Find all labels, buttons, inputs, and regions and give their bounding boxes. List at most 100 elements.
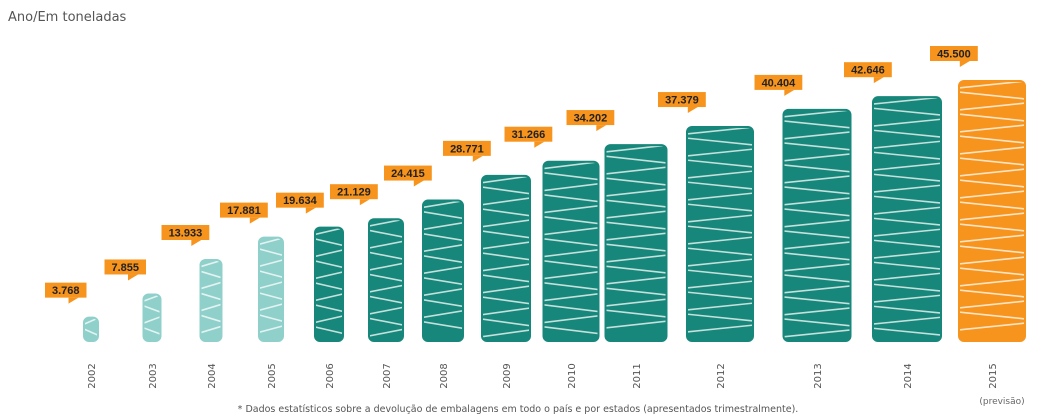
bar-2005-texture (260, 238, 282, 334)
value-label-box (658, 92, 706, 108)
year-labels-group: 2002 2003 2004 2005 2006 2007 2008 2009 2010 2011… (87, 363, 999, 388)
bar-2006 (314, 226, 344, 342)
value-label-text: 37.379 (665, 95, 699, 107)
value-label-text: 45.500 (937, 49, 971, 61)
bar-2010-texture (544, 162, 598, 335)
value-label-2012: 37.379 (658, 92, 706, 114)
bar-2012 (686, 126, 754, 342)
bar-2012-body (686, 126, 754, 342)
value-label-pointer (413, 180, 424, 187)
bar-2007 (368, 218, 404, 342)
value-label-2010: 31.266 (504, 126, 553, 148)
value-label-2002: 3.768 (45, 282, 87, 304)
value-label-text: 34.202 (574, 113, 608, 125)
forecast-note: (previsão) (979, 397, 1024, 407)
bar-2006-body (314, 226, 344, 342)
year-label-2002: 2002 (87, 363, 98, 388)
bar-2011 (604, 144, 668, 342)
value-label-box (104, 259, 146, 275)
value-label-text: 3.768 (52, 285, 80, 297)
value-label-text: 28.771 (450, 143, 484, 155)
value-label-box (504, 126, 553, 142)
bar-2013 (782, 108, 852, 342)
value-label-box (443, 140, 491, 156)
year-label-2003: 2003 (148, 363, 159, 388)
value-label-box (220, 202, 268, 218)
value-label-pointer (359, 199, 370, 206)
value-label-box (930, 46, 978, 61)
bar-2009 (481, 174, 531, 342)
value-label-2013: 40.404 (754, 74, 803, 96)
bar-2014-texture (874, 98, 940, 336)
value-label-2014: 42.646 (844, 62, 892, 84)
year-label-2010: 2010 (567, 363, 578, 388)
value-label-pointer (191, 239, 202, 246)
year-label-2006: 2006 (325, 363, 336, 388)
value-label-2011: 34.202 (566, 110, 615, 132)
bar-2015 (958, 80, 1026, 342)
bar-2009-texture (483, 176, 529, 338)
bar-2010 (542, 160, 600, 342)
value-label-2005: 17.881 (220, 202, 268, 224)
year-label-2012: 2012 (716, 363, 727, 388)
year-label-2014: 2014 (903, 363, 914, 388)
bar-2004 (199, 258, 223, 342)
value-label-text: 24.415 (391, 168, 425, 180)
bar-2004-texture (201, 260, 221, 334)
bar-2002 (83, 316, 99, 342)
value-label-text: 40.404 (762, 77, 797, 89)
bar-2011-texture (606, 146, 666, 329)
value-labels-group: 3.768 7.855 13.933 17.881 19.634 21.129 24.415… (45, 46, 978, 304)
bar-2008-texture (424, 201, 462, 330)
value-label-box (754, 74, 803, 90)
bar-2014 (872, 96, 942, 342)
bar-2013-body (782, 108, 852, 342)
value-label-pointer (534, 141, 545, 148)
bar-2003-texture (144, 295, 160, 336)
value-label-text: 7.855 (111, 262, 139, 274)
value-label-2004: 13.933 (161, 224, 210, 246)
year-label-2008: 2008 (439, 363, 450, 388)
chart-subtitle: Ano/Em toneladas (8, 10, 127, 25)
value-label-box (45, 282, 87, 298)
year-label-2005: 2005 (267, 363, 278, 388)
value-label-box (161, 224, 210, 240)
footnote: * Dados estatísticos sobre a devolução d… (238, 404, 799, 415)
value-label-text: 21.129 (337, 187, 371, 199)
value-label-pointer (959, 61, 970, 67)
value-label-2008: 24.415 (384, 165, 432, 187)
bar-2015-texture (960, 82, 1024, 331)
value-label-text: 17.881 (227, 205, 261, 217)
year-label-2015: 2015 (988, 363, 999, 388)
value-label-pointer (687, 107, 698, 114)
bars-group (83, 80, 1026, 343)
value-label-pointer (472, 155, 483, 162)
value-label-text: 19.634 (283, 195, 318, 207)
year-label-2013: 2013 (813, 363, 824, 388)
bar-2012-texture (688, 128, 752, 333)
value-label-pointer (784, 89, 795, 96)
value-label-pointer (249, 217, 260, 224)
value-label-box (566, 110, 615, 126)
value-label-box (384, 165, 432, 181)
value-label-box (844, 62, 892, 78)
value-label-pointer (68, 297, 79, 304)
year-label-2009: 2009 (502, 363, 513, 388)
year-label-2007: 2007 (382, 363, 393, 388)
value-label-box (276, 192, 324, 208)
value-label-2015: 45.500 (930, 46, 978, 67)
year-label-2011: 2011 (632, 363, 643, 388)
bar-2003 (142, 293, 162, 343)
value-label-text: 31.266 (512, 129, 546, 141)
value-label-2003: 7.855 (104, 259, 146, 281)
value-label-2007: 21.129 (330, 184, 378, 206)
value-label-pointer (305, 207, 316, 214)
value-label-2009: 28.771 (443, 140, 491, 162)
value-label-text: 42.646 (851, 65, 885, 77)
bar-2008 (422, 199, 464, 342)
bar-2013-texture (784, 110, 850, 338)
bar-2007-texture (370, 220, 402, 337)
bar-2006-texture (316, 228, 342, 335)
value-label-pointer (596, 125, 607, 132)
